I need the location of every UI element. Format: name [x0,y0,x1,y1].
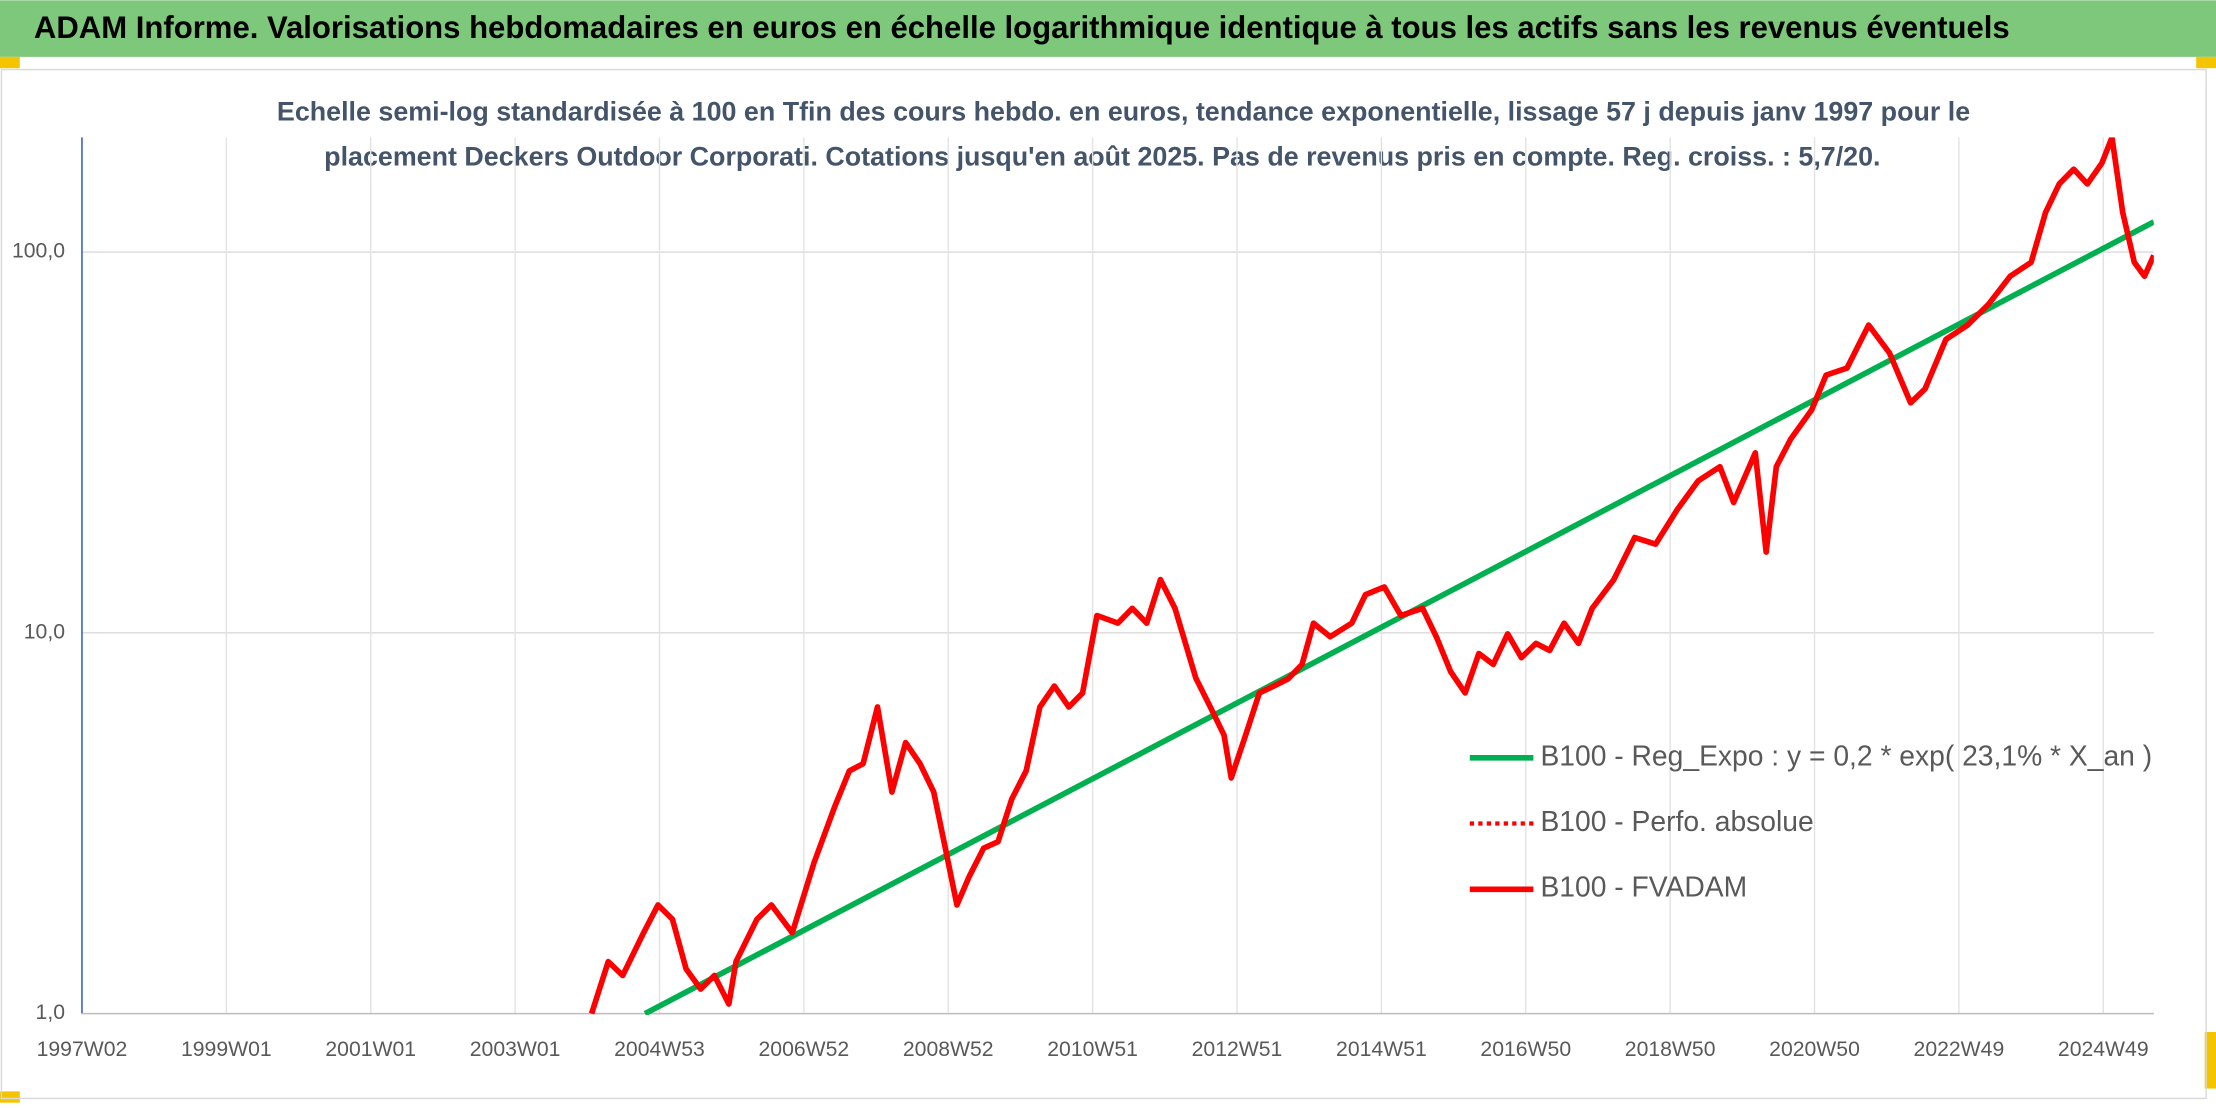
x-tick-label: 2004W53 [614,1038,705,1061]
x-tick-label: 2010W51 [1047,1038,1138,1061]
x-tick-label: 2024W49 [2058,1038,2149,1061]
x-tick-label: 1999W01 [181,1038,272,1061]
header-bar [0,0,2216,57]
y-tick-label: 100,0 [12,240,65,263]
y-tick-label: 10,0 [24,620,65,643]
x-tick-label: 2008W52 [903,1038,994,1061]
chart-subtitle: placement Deckers Outdoor Corporati. Cot… [324,142,1880,172]
corner-mark [2196,56,2216,69]
chart-subtitle: Echelle semi-log standardisée à 100 en T… [277,96,1970,126]
corner-mark [2204,1032,2216,1089]
legend-label: B100 - Reg_Expo : y = 0,2 * exp( 23,1% *… [1540,739,2152,771]
page-title: ADAM Informe. Valorisations hebdomadaire… [34,10,2010,45]
plot-area [588,137,2154,1016]
chart-frame [0,68,2207,1100]
corner-mark [0,56,20,69]
x-tick-label: 2018W50 [1625,1038,1716,1061]
series-line [588,137,2154,1015]
x-tick-label: 2012W51 [1192,1038,1283,1061]
x-tick-label: 2003W01 [470,1038,561,1061]
x-tick-label: 2006W52 [759,1038,850,1061]
x-tick-label: 2020W50 [1769,1038,1860,1061]
x-tick-label: 2001W01 [325,1038,416,1061]
legend-label: B100 - Perfo. absolue [1540,805,1813,837]
x-tick-label: 1997W02 [37,1038,128,1061]
corner-mark [0,1091,20,1103]
x-tick-label: 2022W49 [1914,1038,2005,1061]
x-tick-label: 2016W50 [1480,1038,1571,1061]
legend-label: B100 - FVADAM [1540,871,1747,903]
y-tick-label: 1,0 [36,1001,65,1024]
x-tick-label: 2014W51 [1336,1038,1427,1061]
